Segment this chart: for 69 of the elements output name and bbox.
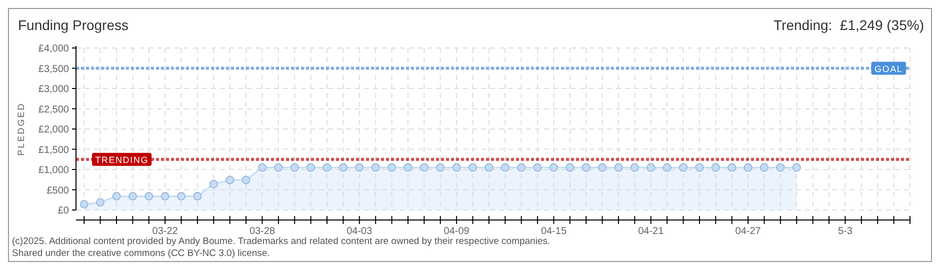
- y-tick-label: £1,000: [38, 165, 70, 176]
- point: [679, 163, 688, 172]
- point: [242, 176, 250, 184]
- point: [96, 198, 104, 207]
- y-tick-label: £1,500: [38, 144, 70, 156]
- point: [776, 163, 785, 172]
- x-tick-label: 03-22: [152, 226, 178, 237]
- point: [290, 163, 299, 172]
- point: [614, 163, 623, 172]
- chart-title: Funding Progress: [18, 17, 129, 33]
- point: [339, 163, 348, 172]
- point: [160, 192, 170, 200]
- x-tick-label: 04-03: [346, 226, 373, 237]
- point: [355, 163, 364, 172]
- point: [711, 163, 720, 172]
- point: [258, 163, 266, 172]
- point: [792, 163, 801, 172]
- point: [630, 163, 639, 172]
- x-tick-label: 04-15: [540, 226, 567, 237]
- y-tick-label: £4,000: [38, 44, 70, 54]
- point: [404, 163, 412, 172]
- point: [226, 176, 234, 184]
- point: [80, 200, 88, 209]
- point: [128, 192, 137, 200]
- point: [500, 163, 510, 172]
- ref-line-label: TRENDING: [95, 154, 149, 165]
- point: [436, 163, 445, 172]
- y-tick-label: £2,000: [38, 124, 70, 136]
- point: [582, 163, 590, 172]
- point: [484, 163, 494, 172]
- point: [517, 163, 526, 172]
- y-tick-label: £3,000: [38, 84, 70, 95]
- x-tick-label: 04-09: [444, 226, 470, 237]
- point: [274, 163, 283, 172]
- point: [646, 163, 656, 172]
- x-tick-label: 03-28: [249, 226, 276, 237]
- x-tick-label: 04-21: [638, 226, 664, 237]
- point: [388, 163, 396, 172]
- point: [760, 163, 768, 172]
- x-tick-label: 5-3: [838, 226, 853, 237]
- point: [550, 163, 558, 172]
- point: [371, 163, 380, 172]
- point: [744, 163, 752, 172]
- point: [598, 163, 607, 172]
- text: (c)2025. Additional content provided by Andy Boume. Trademarks and related content are owned by their respective companies.: [12, 236, 550, 247]
- point: [112, 192, 121, 200]
- point: [728, 163, 736, 172]
- text: Shared under the creative commons (CC BY-NC 3.0) license.: [12, 248, 270, 259]
- y-tick-label: £0: [58, 206, 70, 216]
- y-tick-label: £500: [46, 185, 70, 196]
- point: [306, 163, 316, 172]
- point: [322, 163, 332, 172]
- x-tick-label: 04-27: [735, 226, 762, 237]
- point: [193, 192, 202, 200]
- y-tick-label: £3,500: [38, 64, 70, 75]
- point: [662, 163, 672, 172]
- point: [209, 180, 218, 188]
- y-axis-title: PLEDGED: [16, 102, 26, 156]
- y-tick-label: £2,500: [38, 104, 70, 116]
- point: [695, 163, 704, 172]
- point: [468, 163, 477, 172]
- point: [144, 192, 154, 200]
- point: [533, 163, 542, 172]
- point: [420, 163, 428, 172]
- point: [177, 192, 186, 200]
- point: [452, 163, 461, 172]
- ref-line-label: GOAL: [874, 64, 903, 74]
- point: [566, 163, 574, 172]
- chart-subtitle: Trending: £1,249 (35%): [774, 17, 924, 33]
